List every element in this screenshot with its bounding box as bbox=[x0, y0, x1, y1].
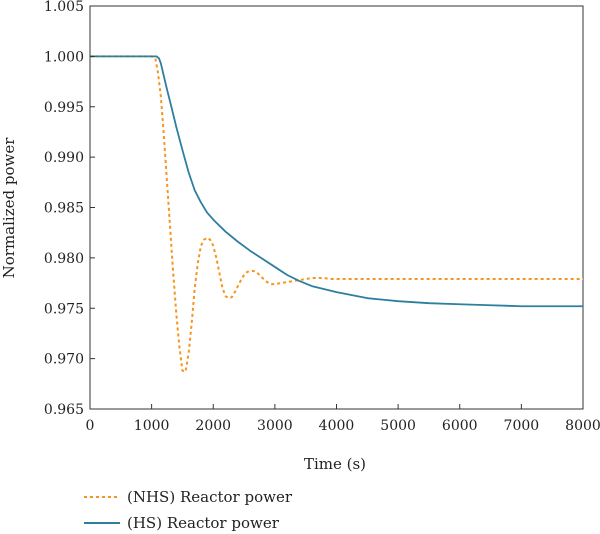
x-tick-label: 8000 bbox=[565, 418, 600, 434]
x-tick-label: 4000 bbox=[319, 418, 355, 434]
y-tick-label: 1.005 bbox=[44, 0, 84, 15]
x-axis-title: Time (s) bbox=[304, 455, 366, 473]
x-tick-label: 3000 bbox=[257, 418, 293, 434]
plot-frame bbox=[89, 5, 584, 410]
x-tick-label: 1000 bbox=[134, 418, 170, 434]
y-tick-label: 0.965 bbox=[44, 402, 84, 418]
legend-label: (HS) Reactor power bbox=[127, 514, 280, 532]
y-tick-label: 0.985 bbox=[44, 201, 84, 217]
x-tick-label: 0 bbox=[86, 418, 95, 434]
y-axis-title: Normalized power bbox=[0, 137, 18, 279]
y-axis-ticks: 0.965 0.970 0.975 0.980 0.985 0.990 0.995 1.000… bbox=[44, 0, 95, 418]
series-line-nhs bbox=[90, 55, 583, 373]
x-tick-label: 5000 bbox=[380, 418, 416, 434]
plot-area: 0 1000 2000 3000 4000 5000 6000 7000 8000 0.9650… bbox=[44, 0, 600, 434]
x-tick-label: 7000 bbox=[504, 418, 540, 434]
y-tick-label: 0.980 bbox=[44, 251, 84, 267]
series-layer bbox=[90, 55, 583, 373]
x-tick-label: 2000 bbox=[195, 418, 231, 434]
x-tick-label: 6000 bbox=[442, 418, 478, 434]
y-tick-label: 0.990 bbox=[44, 150, 84, 166]
y-tick-label: 0.995 bbox=[44, 100, 84, 116]
legend: (NHS) Reactor power (HS) Reactor power bbox=[84, 488, 293, 532]
y-tick-label: 0.970 bbox=[44, 352, 84, 368]
x-axis-ticks: 0 1000 2000 3000 4000 5000 6000 7000 8000 bbox=[86, 404, 600, 434]
series-line-hs bbox=[90, 55, 583, 308]
y-tick-label: 1.000 bbox=[44, 49, 84, 65]
legend-label: (NHS) Reactor power bbox=[127, 488, 293, 506]
y-tick-label: 0.975 bbox=[44, 301, 84, 317]
